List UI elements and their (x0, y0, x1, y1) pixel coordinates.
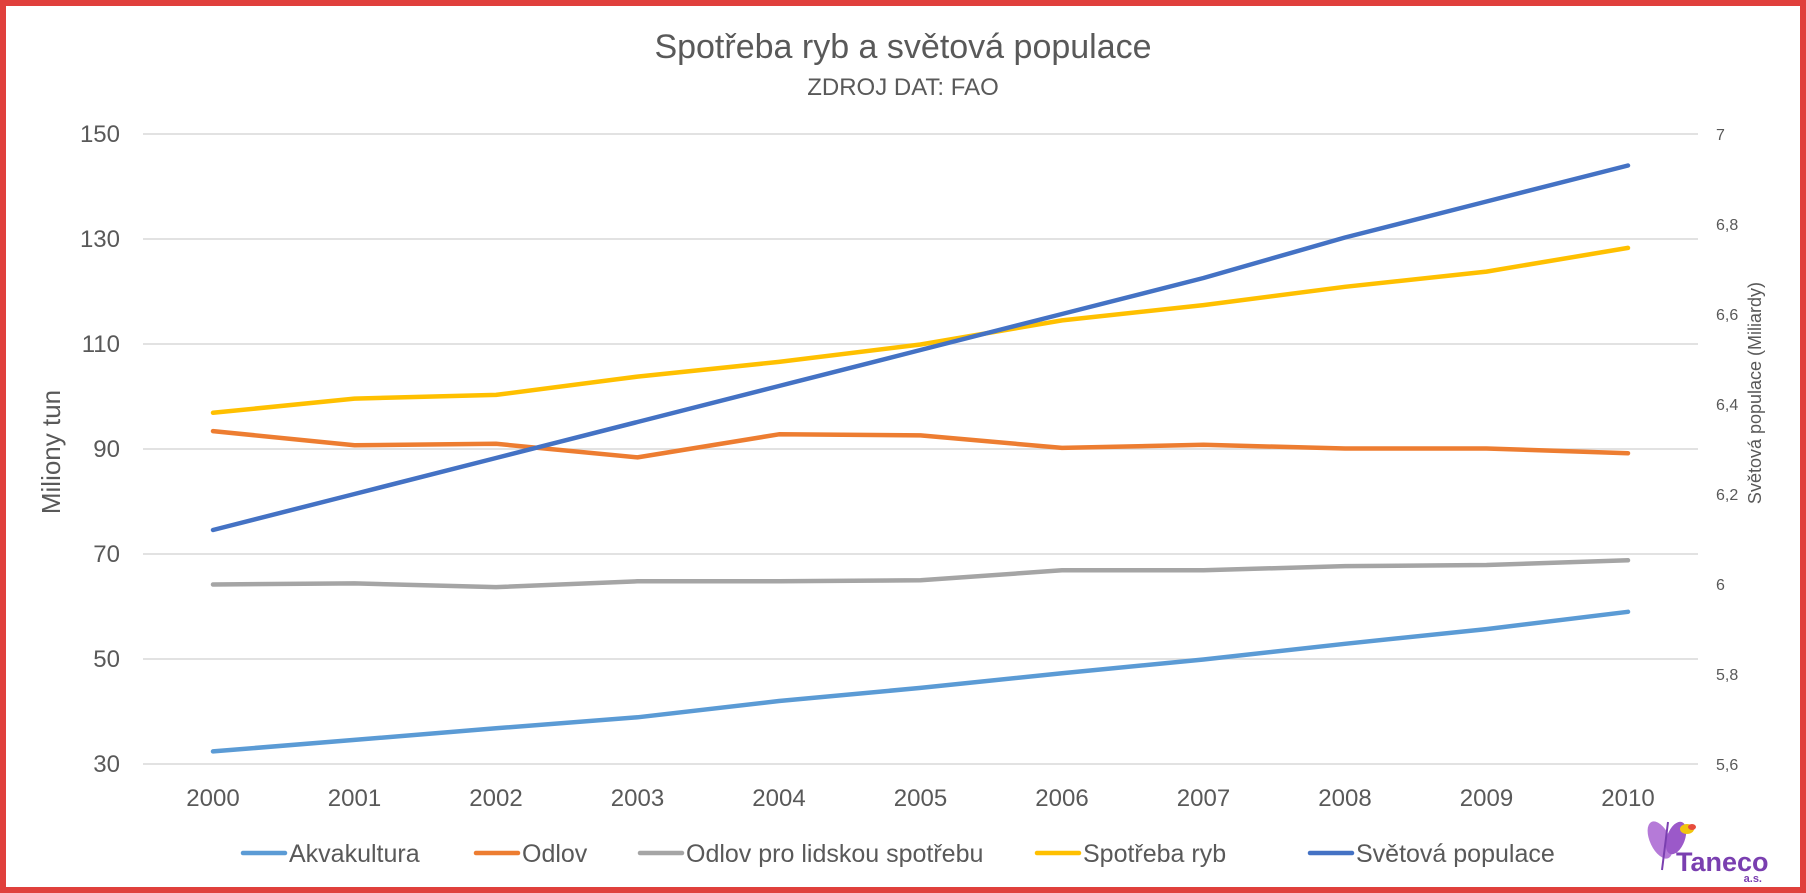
y-tick-label: 70 (93, 541, 120, 568)
y-tick-label: 110 (82, 331, 120, 358)
y-tick-label: 30 (93, 751, 120, 778)
series-line-2 (210, 558, 1631, 590)
y2-tick-label: 6,2 (1716, 487, 1738, 504)
series-line-3 (210, 245, 1631, 416)
chart-title: Spotřeba ryb a světová populace (654, 28, 1151, 66)
series-lines (210, 163, 1631, 754)
y2-tick-label: 6,6 (1716, 307, 1738, 324)
chart-subtitle: ZDROJ DAT: FAO (807, 74, 999, 101)
series-line-4 (210, 163, 1631, 533)
x-tick-label: 2000 (186, 785, 239, 812)
y-axis-label: Miliony tun (36, 390, 66, 514)
x-tick-label: 2003 (611, 785, 664, 812)
legend-label: Odlov (522, 840, 588, 868)
y2-tick-label: 7 (1716, 127, 1725, 144)
x-tick-label: 2005 (894, 785, 947, 812)
legend-label: Světová populace (1356, 840, 1555, 868)
taneco-logo: Taneco a.s. (1647, 821, 1769, 885)
y2-tick-label: 6,8 (1716, 217, 1738, 234)
y-tick-label: 50 (93, 646, 120, 673)
legend-label: Spotřeba ryb (1083, 840, 1226, 868)
y2-axis-label: Světová populace (Miliardy) (1745, 282, 1765, 504)
x-tick-label: 2007 (1177, 785, 1230, 812)
y-tick-label: 130 (80, 226, 120, 253)
axis-ticks: 150 130 110 90 70 50 30 7 6,8 6,6 6,4 6,2 6 5,8 5,6 200… (80, 121, 1738, 812)
y2-tick-label: 6,4 (1716, 397, 1738, 414)
gridlines (143, 133, 1698, 765)
x-tick-label: 2002 (469, 785, 522, 812)
series-line-0 (210, 609, 1631, 754)
x-tick-label: 2010 (1601, 785, 1654, 812)
butterfly-icon (1647, 821, 1696, 871)
x-tick-label: 2009 (1460, 785, 1513, 812)
y2-tick-label: 6 (1716, 577, 1725, 594)
legend-label: Odlov pro lidskou spotřebu (686, 840, 983, 868)
y2-tick-label: 5,6 (1716, 757, 1738, 774)
logo-text: Taneco (1676, 847, 1769, 877)
y-tick-label: 150 (80, 121, 120, 148)
logo-sub: a.s. (1744, 873, 1762, 885)
legend-label: Akvakultura (289, 840, 420, 868)
x-tick-label: 2008 (1318, 785, 1371, 812)
x-tick-label: 2006 (1035, 785, 1088, 812)
x-tick-label: 2001 (328, 785, 381, 812)
legend: Akvakultura Odlov Odlov pro lidskou spotře… (240, 840, 1555, 868)
series-line-1 (210, 428, 1631, 460)
y-tick-label: 90 (93, 436, 120, 463)
y2-tick-label: 5,8 (1716, 667, 1738, 684)
x-tick-label: 2004 (752, 785, 805, 812)
